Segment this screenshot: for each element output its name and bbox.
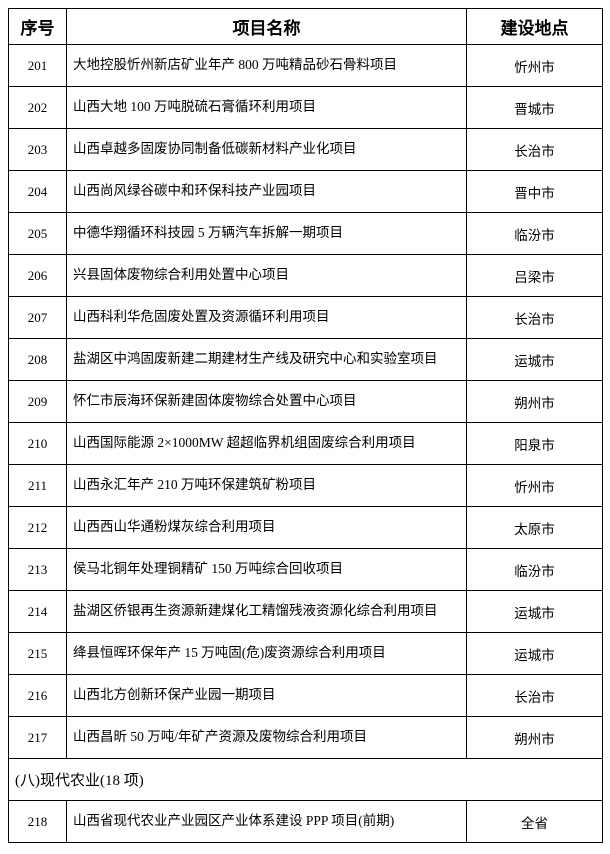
- cell-location: 阳泉市: [467, 423, 603, 465]
- cell-location: 运城市: [467, 633, 603, 675]
- table-row: 203山西卓越多固废协同制备低碳新材料产业化项目长治市: [9, 129, 603, 171]
- table-row: 206兴县固体废物综合利用处置中心项目吕梁市: [9, 255, 603, 297]
- cell-location: 长治市: [467, 297, 603, 339]
- cell-name: 山西北方创新环保产业园一期项目: [67, 675, 467, 717]
- cell-index: 205: [9, 213, 67, 255]
- table-row: 212山西西山华通粉煤灰综合利用项目太原市: [9, 507, 603, 549]
- cell-location: 运城市: [467, 339, 603, 381]
- table-row: 205中德华翔循环科技园 5 万辆汽车拆解一期项目临汾市: [9, 213, 603, 255]
- cell-index: 206: [9, 255, 67, 297]
- cell-index: 217: [9, 717, 67, 759]
- cell-index: 218: [9, 801, 67, 843]
- cell-name: 山西省现代农业产业园区产业体系建设 PPP 项目(前期): [67, 801, 467, 843]
- table-row: 211山西永汇年产 210 万吨环保建筑矿粉项目忻州市: [9, 465, 603, 507]
- table-row: 217山西昌昕 50 万吨/年矿产资源及废物综合利用项目朔州市: [9, 717, 603, 759]
- table-row: 209怀仁市辰海环保新建固体废物综合处置中心项目朔州市: [9, 381, 603, 423]
- table-row: 214盐湖区侨银再生资源新建煤化工精馏残液资源化综合利用项目运城市: [9, 591, 603, 633]
- cell-name: 山西国际能源 2×1000MW 超超临界机组固废综合利用项目: [67, 423, 467, 465]
- cell-index: 211: [9, 465, 67, 507]
- cell-location: 临汾市: [467, 549, 603, 591]
- table-row: 208盐湖区中鸿固废新建二期建材生产线及研究中心和实验室项目运城市: [9, 339, 603, 381]
- cell-location: 忻州市: [467, 465, 603, 507]
- cell-name: 山西卓越多固废协同制备低碳新材料产业化项目: [67, 129, 467, 171]
- section-label: (八)现代农业(18 项): [9, 759, 603, 801]
- cell-index: 204: [9, 171, 67, 213]
- cell-index: 201: [9, 45, 67, 87]
- cell-location: 吕梁市: [467, 255, 603, 297]
- project-table: 序号 项目名称 建设地点 201大地控股忻州新店矿业年产 800 万吨精品砂石骨…: [8, 8, 603, 843]
- cell-index: 216: [9, 675, 67, 717]
- cell-name: 中德华翔循环科技园 5 万辆汽车拆解一期项目: [67, 213, 467, 255]
- table-row: 201大地控股忻州新店矿业年产 800 万吨精品砂石骨料项目忻州市: [9, 45, 603, 87]
- header-index: 序号: [9, 9, 67, 45]
- cell-location: 临汾市: [467, 213, 603, 255]
- cell-location: 长治市: [467, 129, 603, 171]
- table-row: 202山西大地 100 万吨脱硫石膏循环利用项目晋城市: [9, 87, 603, 129]
- cell-location: 运城市: [467, 591, 603, 633]
- cell-index: 212: [9, 507, 67, 549]
- section-row: (八)现代农业(18 项): [9, 759, 603, 801]
- cell-index: 213: [9, 549, 67, 591]
- cell-name: 兴县固体废物综合利用处置中心项目: [67, 255, 467, 297]
- header-name: 项目名称: [67, 9, 467, 45]
- cell-name: 盐湖区中鸿固废新建二期建材生产线及研究中心和实验室项目: [67, 339, 467, 381]
- cell-location: 晋中市: [467, 171, 603, 213]
- table-row: 213侯马北铜年处理铜精矿 150 万吨综合回收项目临汾市: [9, 549, 603, 591]
- table-row: 218山西省现代农业产业园区产业体系建设 PPP 项目(前期)全省: [9, 801, 603, 843]
- cell-index: 203: [9, 129, 67, 171]
- cell-name: 山西尚风绿谷碳中和环保科技产业园项目: [67, 171, 467, 213]
- cell-index: 209: [9, 381, 67, 423]
- cell-location: 晋城市: [467, 87, 603, 129]
- cell-location: 朔州市: [467, 381, 603, 423]
- table-row: 215绛县恒晖环保年产 15 万吨固(危)废资源综合利用项目运城市: [9, 633, 603, 675]
- cell-name: 怀仁市辰海环保新建固体废物综合处置中心项目: [67, 381, 467, 423]
- table-row: 204山西尚风绿谷碳中和环保科技产业园项目晋中市: [9, 171, 603, 213]
- table-row: 207山西科利华危固废处置及资源循环利用项目长治市: [9, 297, 603, 339]
- cell-index: 208: [9, 339, 67, 381]
- cell-name: 山西永汇年产 210 万吨环保建筑矿粉项目: [67, 465, 467, 507]
- cell-name: 山西昌昕 50 万吨/年矿产资源及废物综合利用项目: [67, 717, 467, 759]
- cell-location: 朔州市: [467, 717, 603, 759]
- cell-name: 山西大地 100 万吨脱硫石膏循环利用项目: [67, 87, 467, 129]
- table-header-row: 序号 项目名称 建设地点: [9, 9, 603, 45]
- cell-index: 210: [9, 423, 67, 465]
- cell-name: 大地控股忻州新店矿业年产 800 万吨精品砂石骨料项目: [67, 45, 467, 87]
- cell-location: 忻州市: [467, 45, 603, 87]
- table-row: 216山西北方创新环保产业园一期项目长治市: [9, 675, 603, 717]
- table-row: 210山西国际能源 2×1000MW 超超临界机组固废综合利用项目阳泉市: [9, 423, 603, 465]
- cell-location: 全省: [467, 801, 603, 843]
- cell-index: 207: [9, 297, 67, 339]
- cell-index: 215: [9, 633, 67, 675]
- cell-name: 绛县恒晖环保年产 15 万吨固(危)废资源综合利用项目: [67, 633, 467, 675]
- cell-name: 侯马北铜年处理铜精矿 150 万吨综合回收项目: [67, 549, 467, 591]
- cell-location: 太原市: [467, 507, 603, 549]
- header-location: 建设地点: [467, 9, 603, 45]
- cell-name: 盐湖区侨银再生资源新建煤化工精馏残液资源化综合利用项目: [67, 591, 467, 633]
- cell-name: 山西西山华通粉煤灰综合利用项目: [67, 507, 467, 549]
- cell-name: 山西科利华危固废处置及资源循环利用项目: [67, 297, 467, 339]
- cell-index: 214: [9, 591, 67, 633]
- cell-index: 202: [9, 87, 67, 129]
- cell-location: 长治市: [467, 675, 603, 717]
